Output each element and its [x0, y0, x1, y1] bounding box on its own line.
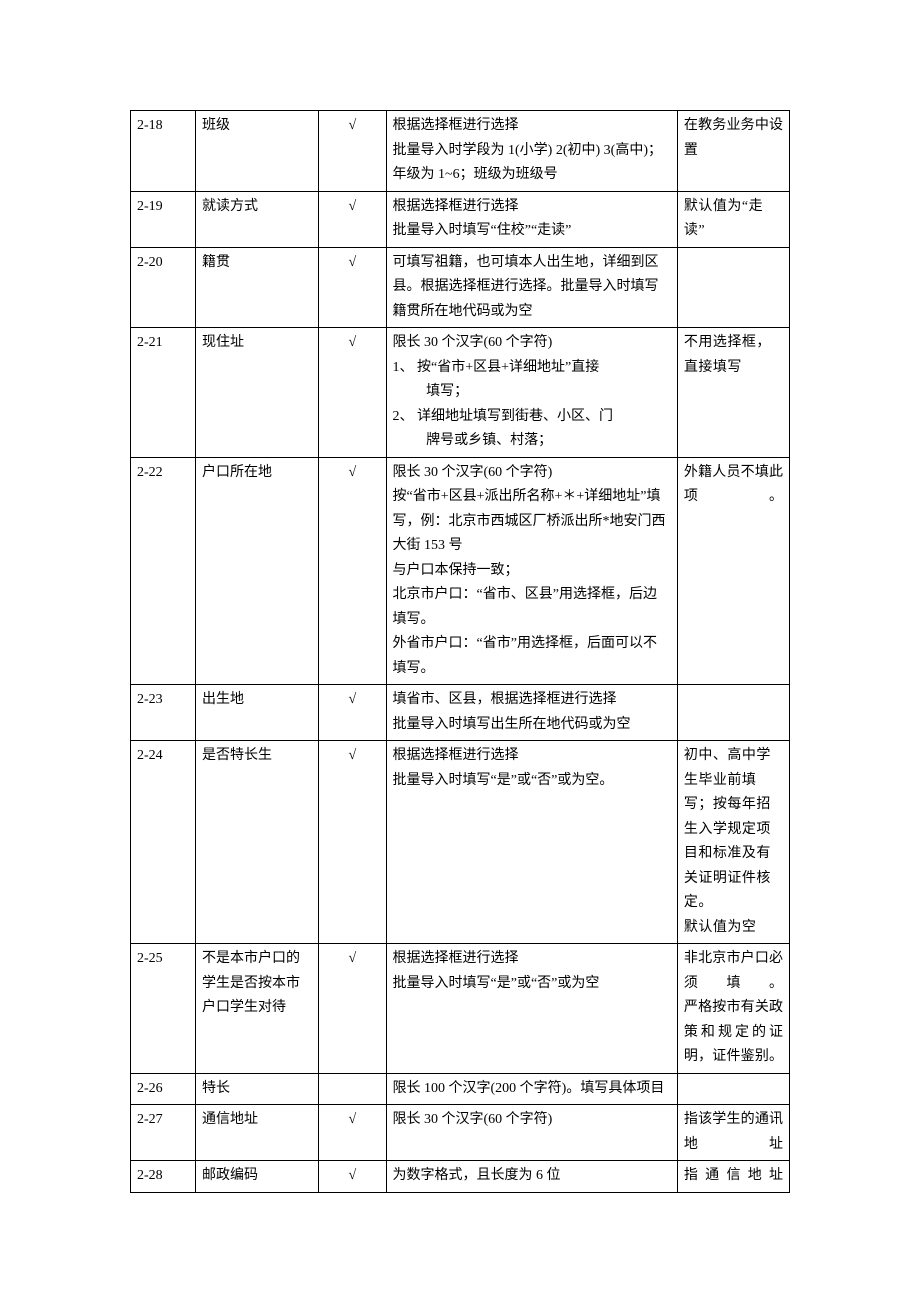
cell-note — [677, 1073, 789, 1105]
document-page: 2-18 班级 √ 根据选择框进行选择批量导入时学段为 1(小学) 2(初中) … — [0, 0, 920, 1253]
cell-required: √ — [319, 247, 386, 328]
desc-line: 限长 30 个汉字(60 个字符) — [393, 331, 671, 356]
cell-name: 是否特长生 — [196, 741, 319, 944]
cell-desc: 根据选择框进行选择批量导入时学段为 1(小学) 2(初中) 3(高中)；年级为 … — [386, 111, 677, 192]
cell-id: 2-28 — [131, 1161, 196, 1193]
cell-name: 不是本市户口的学生是否按本市户口学生对待 — [196, 944, 319, 1074]
table-row: 2-26 特长 限长 100 个汉字(200 个字符)。填写具体项目 — [131, 1073, 790, 1105]
cell-name: 籍贯 — [196, 247, 319, 328]
table-row: 2-24 是否特长生 √ 根据选择框进行选择批量导入时填写“是”或“否”或为空。… — [131, 741, 790, 944]
cell-name: 邮政编码 — [196, 1161, 319, 1193]
cell-id: 2-19 — [131, 191, 196, 247]
table-row: 2-19 就读方式 √ 根据选择框进行选择批量导入时填写“住校”“走读” 默认值… — [131, 191, 790, 247]
table-row: 2-25 不是本市户口的学生是否按本市户口学生对待 √ 根据选择框进行选择批量导… — [131, 944, 790, 1074]
cell-required: √ — [319, 457, 386, 685]
cell-desc: 根据选择框进行选择批量导入时填写“住校”“走读” — [386, 191, 677, 247]
cell-note: 非北京市户口必须填。严格按市有关政策和规定的证明，证件鉴别。 — [677, 944, 789, 1074]
cell-required — [319, 1073, 386, 1105]
table-row: 2-20 籍贯 √ 可填写祖籍，也可填本人出生地，详细到区县。根据选择框进行选择… — [131, 247, 790, 328]
cell-note: 不用选择框，直接填写 — [677, 328, 789, 458]
cell-desc: 可填写祖籍，也可填本人出生地，详细到区县。根据选择框进行选择。批量导入时填写籍贯… — [386, 247, 677, 328]
cell-required: √ — [319, 741, 386, 944]
cell-desc: 限长 30 个汉字(60 个字符) 1、 按“省市+区县+详细地址”直接 填写；… — [386, 328, 677, 458]
cell-note: 指通信地址 — [677, 1161, 789, 1193]
field-spec-table: 2-18 班级 √ 根据选择框进行选择批量导入时学段为 1(小学) 2(初中) … — [130, 110, 790, 1193]
cell-note: 在教务业务中设置 — [677, 111, 789, 192]
desc-line: 牌号或乡镇、村落； — [393, 429, 671, 454]
cell-required: √ — [319, 1105, 386, 1161]
cell-id: 2-21 — [131, 328, 196, 458]
cell-required: √ — [319, 1161, 386, 1193]
cell-id: 2-25 — [131, 944, 196, 1074]
cell-name: 现住址 — [196, 328, 319, 458]
desc-line: 1、 按“省市+区县+详细地址”直接 — [393, 356, 671, 381]
cell-note — [677, 685, 789, 741]
cell-name: 特长 — [196, 1073, 319, 1105]
cell-id: 2-18 — [131, 111, 196, 192]
cell-required: √ — [319, 328, 386, 458]
cell-id: 2-22 — [131, 457, 196, 685]
cell-required: √ — [319, 191, 386, 247]
cell-desc: 限长 30 个汉字(60 个字符)按“省市+区县+派出所名称+＊+详细地址”填写… — [386, 457, 677, 685]
cell-note: 默认值为“走读” — [677, 191, 789, 247]
cell-name: 班级 — [196, 111, 319, 192]
cell-note: 外籍人员不填此项。 — [677, 457, 789, 685]
cell-desc: 填省市、区县，根据选择框进行选择批量导入时填写出生所在地代码或为空 — [386, 685, 677, 741]
cell-id: 2-26 — [131, 1073, 196, 1105]
cell-desc: 限长 30 个汉字(60 个字符) — [386, 1105, 677, 1161]
table-body: 2-18 班级 √ 根据选择框进行选择批量导入时学段为 1(小学) 2(初中) … — [131, 111, 790, 1193]
cell-note — [677, 247, 789, 328]
cell-required: √ — [319, 944, 386, 1074]
cell-name: 通信地址 — [196, 1105, 319, 1161]
cell-desc: 限长 100 个汉字(200 个字符)。填写具体项目 — [386, 1073, 677, 1105]
table-row: 2-21 现住址 √ 限长 30 个汉字(60 个字符) 1、 按“省市+区县+… — [131, 328, 790, 458]
cell-desc: 为数字格式，且长度为 6 位 — [386, 1161, 677, 1193]
cell-name: 就读方式 — [196, 191, 319, 247]
cell-required: √ — [319, 111, 386, 192]
cell-note: 初中、高中学生毕业前填写；按每年招生入学规定项目和标准及有关证明证件核定。默认值… — [677, 741, 789, 944]
table-row: 2-22 户口所在地 √ 限长 30 个汉字(60 个字符)按“省市+区县+派出… — [131, 457, 790, 685]
cell-desc: 根据选择框进行选择批量导入时填写“是”或“否”或为空 — [386, 944, 677, 1074]
cell-id: 2-20 — [131, 247, 196, 328]
table-row: 2-28 邮政编码 √ 为数字格式，且长度为 6 位 指通信地址 — [131, 1161, 790, 1193]
cell-note: 指该学生的通讯地址 — [677, 1105, 789, 1161]
desc-line: 2、 详细地址填写到街巷、小区、门 — [393, 405, 671, 430]
cell-id: 2-27 — [131, 1105, 196, 1161]
table-row: 2-18 班级 √ 根据选择框进行选择批量导入时学段为 1(小学) 2(初中) … — [131, 111, 790, 192]
cell-desc: 根据选择框进行选择批量导入时填写“是”或“否”或为空。 — [386, 741, 677, 944]
cell-name: 户口所在地 — [196, 457, 319, 685]
desc-line: 填写； — [393, 380, 671, 405]
table-row: 2-23 出生地 √ 填省市、区县，根据选择框进行选择批量导入时填写出生所在地代… — [131, 685, 790, 741]
cell-name: 出生地 — [196, 685, 319, 741]
table-row: 2-27 通信地址 √ 限长 30 个汉字(60 个字符) 指该学生的通讯地址 — [131, 1105, 790, 1161]
cell-id: 2-24 — [131, 741, 196, 944]
cell-id: 2-23 — [131, 685, 196, 741]
cell-required: √ — [319, 685, 386, 741]
